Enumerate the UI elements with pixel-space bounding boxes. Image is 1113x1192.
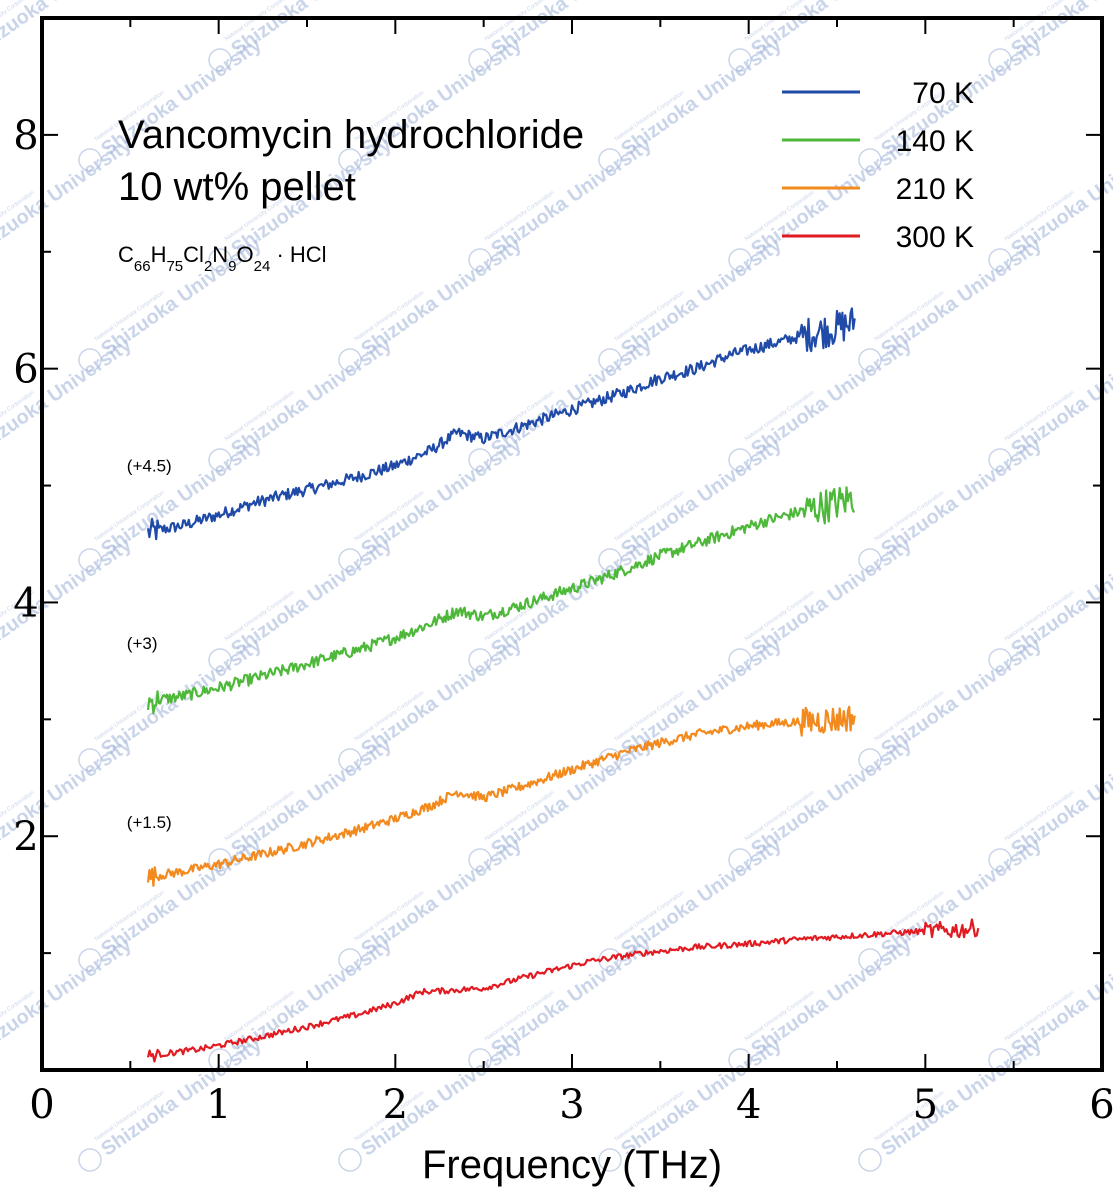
watermark-stamp: National University CorporationShizuoka … <box>988 933 1113 1072</box>
x-tick-label: 2 <box>383 1082 408 1128</box>
x-tick-label: 4 <box>736 1082 761 1128</box>
svg-text:Shizuoka University: Shizuoka University <box>0 0 136 61</box>
y-tick-label: 6 <box>13 347 38 393</box>
y-tick-label: 2 <box>13 814 38 860</box>
tick-labels: 0 1 2 3 4 5 6 2 4 6 8 <box>13 113 1113 1128</box>
chart-subtitle: 10 wt% pellet <box>118 165 356 209</box>
chart-title: Vancomycin hydrochloride <box>118 113 584 157</box>
watermark-stamp: National University CorporationShizuoka … <box>988 333 1113 472</box>
offset-label: (+3) <box>127 634 158 653</box>
x-tick-label: 1 <box>206 1082 231 1128</box>
series-line <box>146 486 855 715</box>
series-line <box>146 307 856 541</box>
offset-labels: (+4.5) (+3) (+1.5) <box>127 457 172 833</box>
y-tick-label: 4 <box>13 580 38 626</box>
watermark-stamp: National University CorporationShizuoka … <box>858 1033 1046 1172</box>
legend-label: 70 K <box>912 77 974 110</box>
legend-label: 140 K <box>896 125 974 158</box>
x-tick-label: 3 <box>559 1082 584 1128</box>
svg-text:Shizuoka University: Shizuoka University <box>0 933 136 1061</box>
legend-label: 210 K <box>896 173 974 206</box>
x-axis-label: Frequency (THz) <box>422 1143 722 1187</box>
y-tick-label: 8 <box>13 113 38 159</box>
watermark-stamp: National University CorporationShizuoka … <box>0 933 136 1061</box>
watermark-stamp: National University CorporationShizuoka … <box>988 133 1113 272</box>
chemical-formula: C66H75Cl2N9O24 · HCl <box>118 242 327 275</box>
legend: 70 K 140 K 210 K 300 K <box>782 77 974 254</box>
offset-label: (+1.5) <box>127 813 172 832</box>
series-layer <box>146 307 980 1063</box>
x-tick-label: 5 <box>913 1082 938 1128</box>
x-tick-label: 0 <box>29 1082 54 1128</box>
watermark-stamp: National University CorporationShizuoka … <box>0 0 136 61</box>
x-tick-label: 6 <box>1089 1082 1113 1128</box>
legend-label: 300 K <box>896 221 974 254</box>
watermark-stamp: National University CorporationShizuoka … <box>988 733 1113 872</box>
series-line <box>146 918 980 1063</box>
watermark-stamp: National University CorporationShizuoka … <box>78 1033 266 1172</box>
axis-ticks <box>41 18 1103 1070</box>
series-line <box>146 705 856 887</box>
offset-label: (+4.5) <box>127 457 172 476</box>
svg-text:Shizuoka University: Shizuoka University <box>877 1033 1046 1161</box>
